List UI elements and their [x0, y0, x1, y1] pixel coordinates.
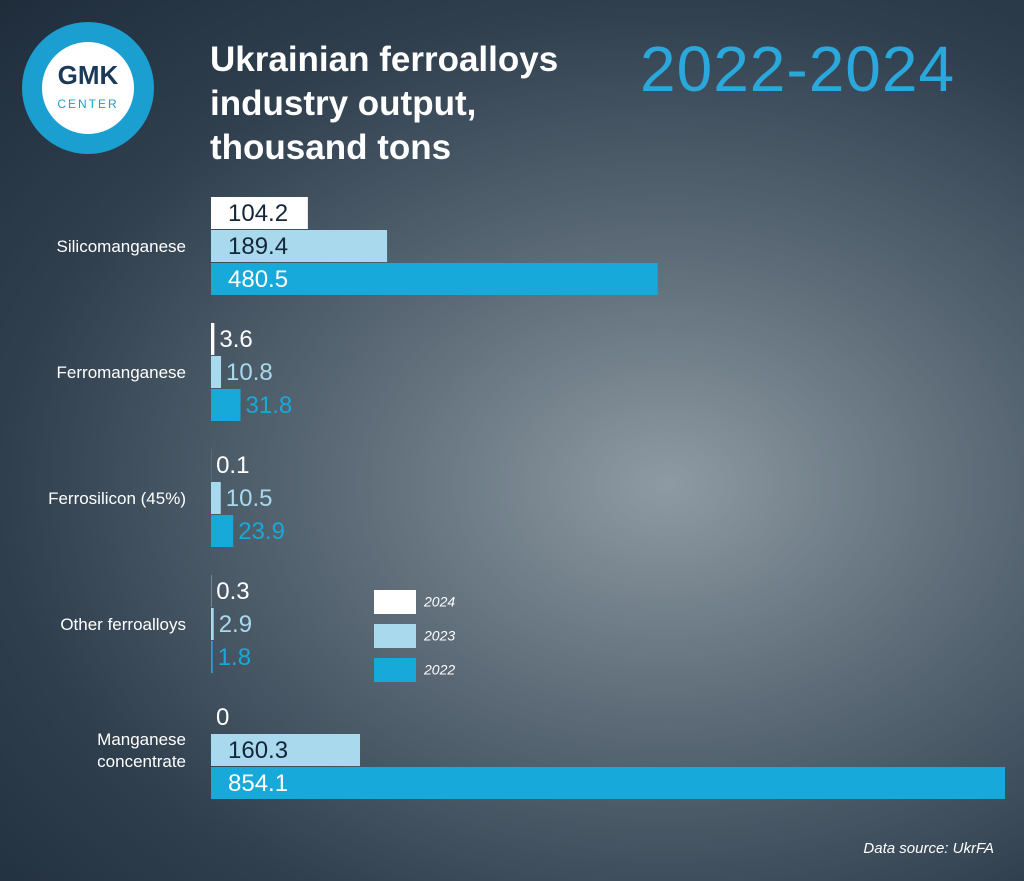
bar: [211, 230, 388, 262]
source-note: Data source: UkrFA: [863, 840, 994, 857]
value-label: 10.5: [226, 485, 273, 512]
legend-label: 2024: [423, 594, 455, 610]
legend-swatch: [374, 658, 416, 682]
logo-sub: CENTER: [57, 97, 118, 111]
category-label: Other ferroalloys: [60, 614, 186, 634]
value-label: 0.3: [216, 578, 249, 605]
value-label: 160.3: [228, 737, 288, 764]
value-label: 104.2: [228, 200, 288, 227]
bar: [211, 482, 221, 514]
chart-subtitle: 2022-2024: [640, 33, 956, 105]
value-label: 0.1: [216, 452, 249, 479]
bar: [211, 734, 361, 766]
value-label: 1.8: [218, 644, 251, 671]
legend-label: 2022: [423, 662, 455, 678]
category-label: Manganese concentrate: [97, 729, 186, 771]
category-label: Ferromanganese: [56, 362, 186, 382]
chart-title: Ukrainian ferroalloys industry output, t…: [210, 40, 559, 167]
bar: [211, 323, 215, 355]
value-label: 3.6: [219, 326, 252, 353]
bar: [211, 389, 241, 421]
logo-name: GMK: [58, 60, 119, 90]
value-label: 31.8: [246, 392, 293, 419]
bar: [211, 197, 308, 229]
value-label: 189.4: [228, 233, 288, 260]
value-label: 10.8: [226, 359, 273, 386]
legend-swatch: [374, 624, 416, 648]
bar: [211, 641, 213, 673]
logo-core: [42, 42, 134, 134]
legend-swatch: [374, 590, 416, 614]
value-label: 480.5: [228, 266, 288, 293]
category-label: Ferrosilicon (45%): [48, 488, 186, 508]
value-label: 0: [216, 704, 229, 731]
bar: [211, 263, 658, 295]
legend-label: 2023: [423, 628, 455, 644]
bar: [211, 767, 1005, 799]
value-label: 2.9: [219, 611, 252, 638]
bar: [211, 356, 222, 388]
bar: [211, 515, 234, 547]
value-label: 23.9: [238, 518, 285, 545]
category-label: Silicomanganese: [56, 236, 186, 256]
bar: [211, 608, 214, 640]
value-label: 854.1: [228, 770, 288, 797]
